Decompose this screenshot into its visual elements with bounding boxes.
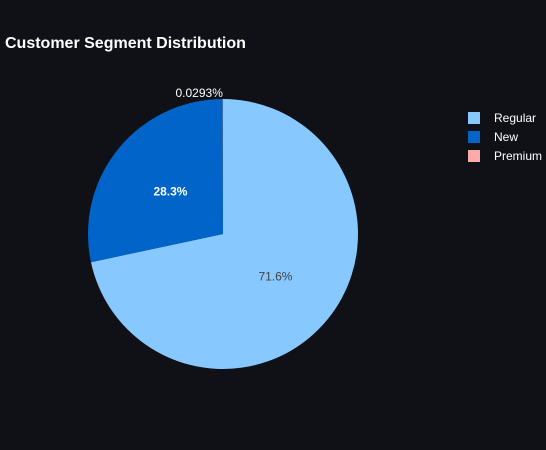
slice-label-regular: 71.6% [258, 269, 292, 283]
legend-swatch-regular [468, 111, 480, 124]
pie-slice-new[interactable] [88, 99, 223, 263]
slice-label-premium: 0.0293% [175, 86, 223, 100]
chart-title: Customer Segment Distribution [5, 35, 246, 52]
slice-label-new: 28.3% [153, 185, 187, 199]
legend-swatch-premium [468, 149, 480, 162]
legend-swatch-new [468, 130, 480, 143]
pie-slice-regular[interactable] [90, 99, 359, 369]
legend-item-regular[interactable]: Regular [468, 108, 542, 127]
legend-item-premium[interactable]: Premium [468, 146, 542, 165]
legend-label-new: New [494, 129, 519, 144]
legend-label-regular: Regular [494, 110, 537, 125]
legend-item-new[interactable]: New [468, 127, 542, 146]
legend: Regular New Premium [468, 108, 542, 165]
legend-label-premium: Premium [494, 148, 543, 163]
